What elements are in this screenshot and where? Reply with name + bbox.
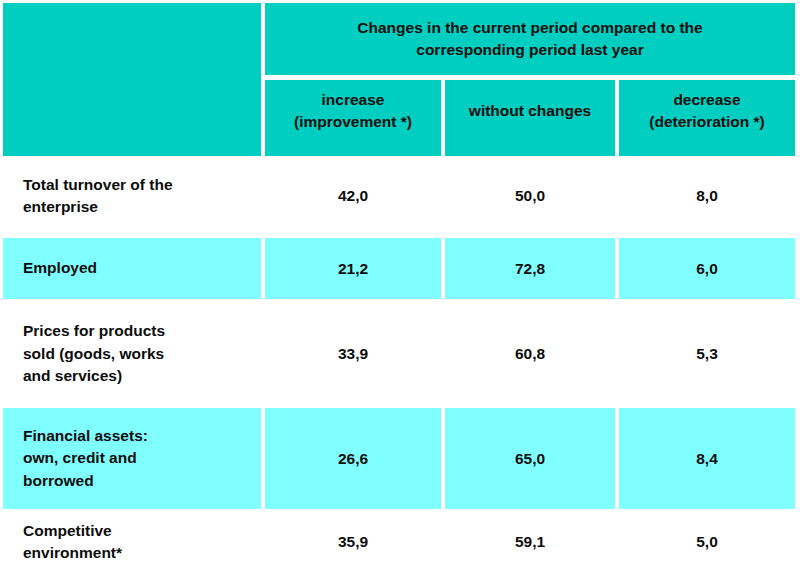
survey-results-table-page: Changes in the current period compared t… <box>0 0 800 575</box>
table-header-merged-cell: Changes in the current period compared t… <box>265 3 795 80</box>
indicators-table: Changes in the current period compared t… <box>3 3 795 572</box>
cell-financial-assets-without-changes: 65,0 <box>445 406 615 512</box>
row-label-competitive-environment: Competitive environment* <box>3 512 261 572</box>
cell-financial-assets-increase: 26,6 <box>265 406 441 512</box>
cell-financial-assets-decrease: 8,4 <box>619 406 795 512</box>
cell-competitive-environment-increase: 35,9 <box>265 512 441 572</box>
cell-total-turnover-increase: 42,0 <box>265 156 441 236</box>
cell-employed-decrease: 6,0 <box>619 236 795 302</box>
cell-prices-without-changes: 60,8 <box>445 302 615 406</box>
cell-total-turnover-without-changes: 50,0 <box>445 156 615 236</box>
column-header-decrease: decrease (deterioration *) <box>619 80 795 156</box>
table-header-title: Changes in the current period compared t… <box>357 17 702 61</box>
row-label-total-turnover: Total turnover of the enterprise <box>3 156 261 236</box>
cell-total-turnover-decrease: 8,0 <box>619 156 795 236</box>
cell-competitive-environment-without-changes: 59,1 <box>445 512 615 572</box>
cell-prices-increase: 33,9 <box>265 302 441 406</box>
cell-prices-decrease: 5,3 <box>619 302 795 406</box>
cell-employed-without-changes: 72,8 <box>445 236 615 302</box>
table-corner-cell <box>3 3 261 156</box>
cell-employed-increase: 21,2 <box>265 236 441 302</box>
row-label-employed: Employed <box>3 236 261 302</box>
column-header-increase: increase (improvement *) <box>265 80 441 156</box>
cell-competitive-environment-decrease: 5,0 <box>619 512 795 572</box>
row-label-prices: Prices for products sold (goods, works a… <box>3 302 261 406</box>
column-header-without-changes: without changes <box>445 80 615 156</box>
row-label-financial-assets: Financial assets: own, credit and borrow… <box>3 406 261 512</box>
